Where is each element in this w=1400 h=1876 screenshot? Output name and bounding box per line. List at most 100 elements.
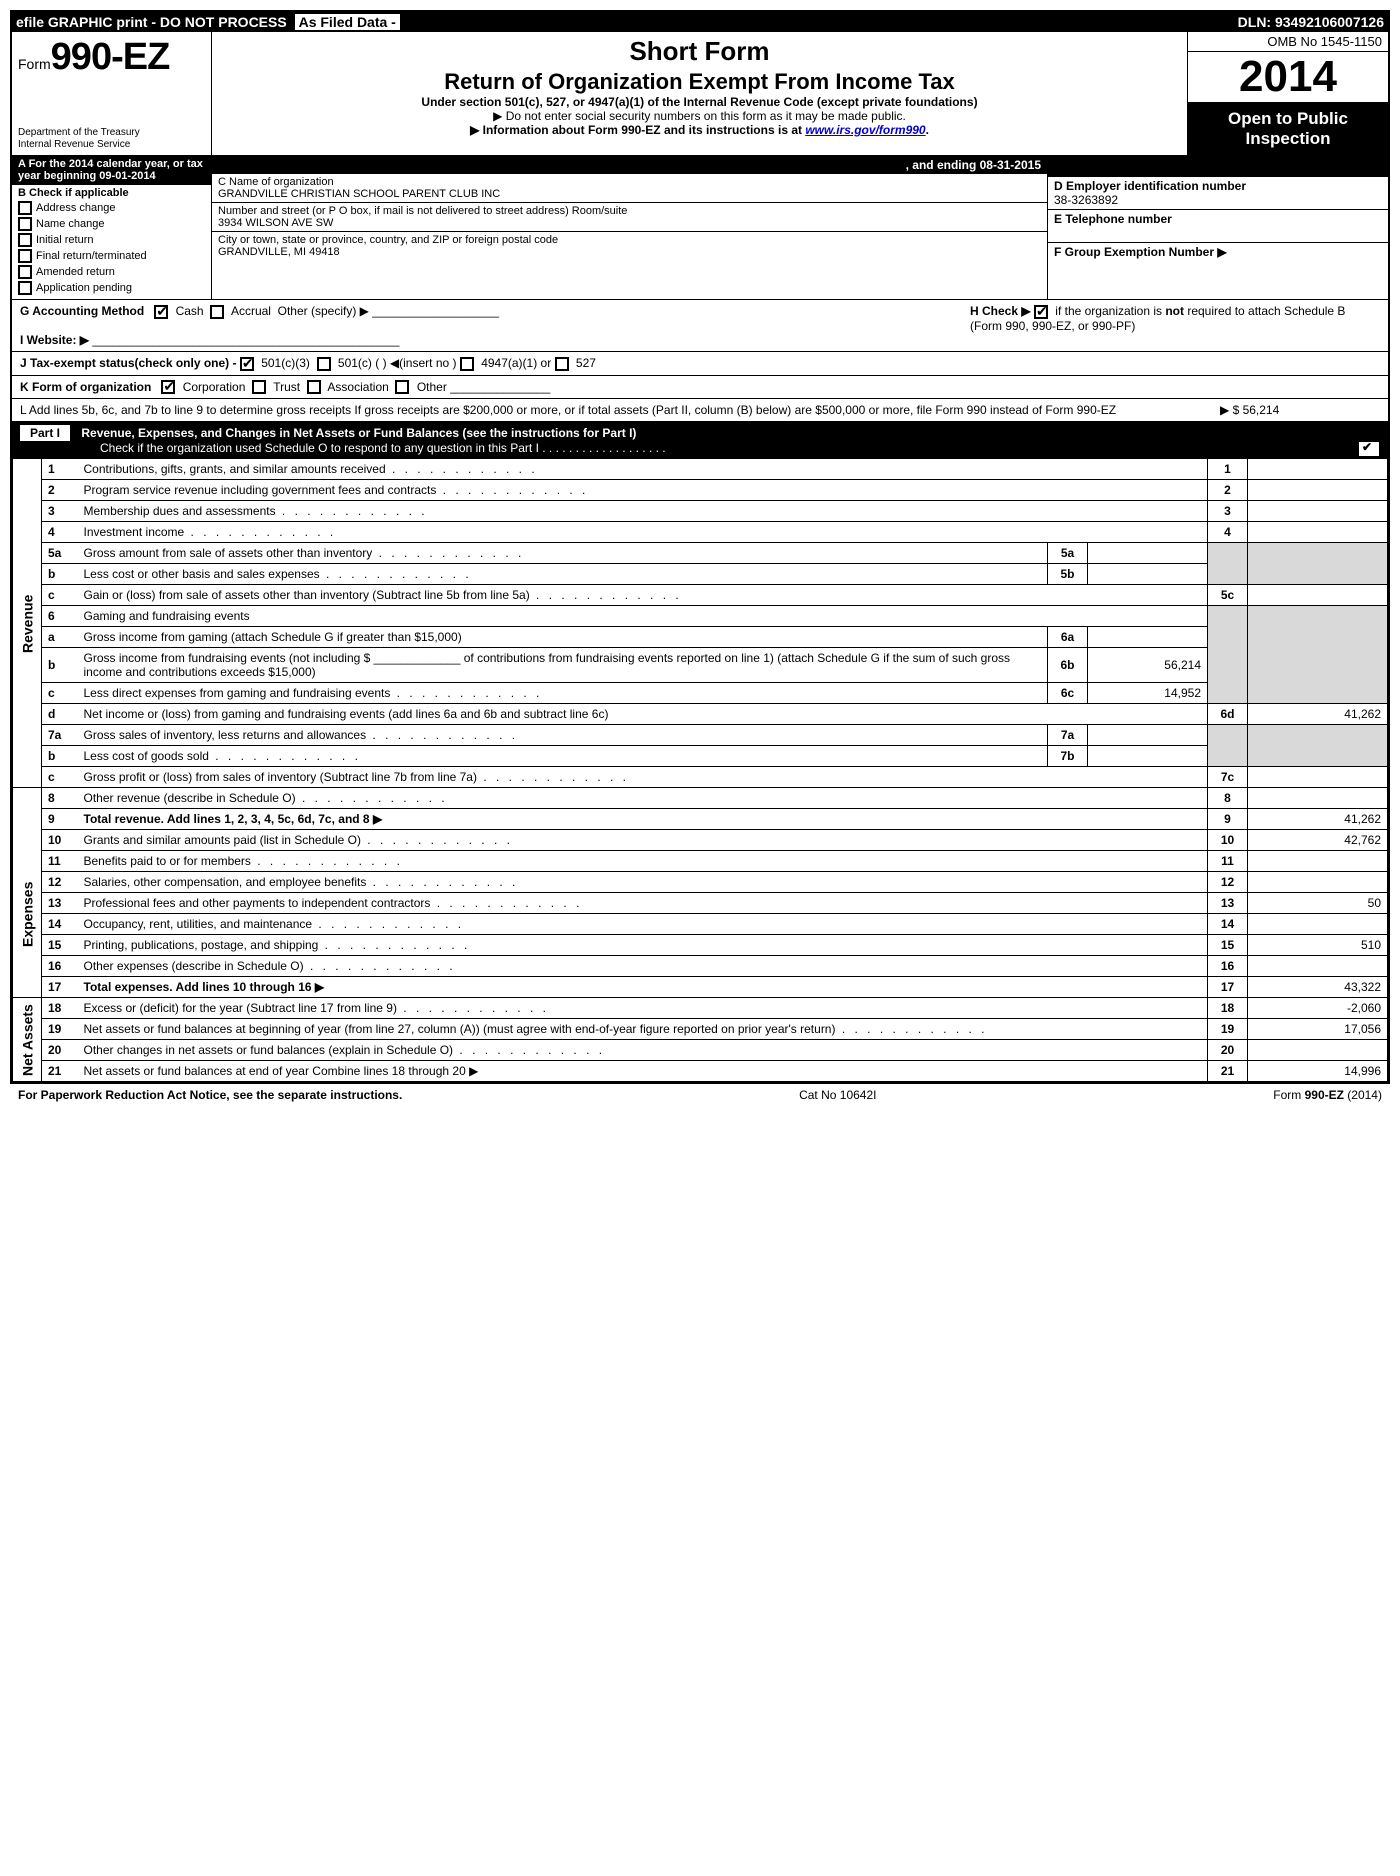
form-prefix: Form	[18, 56, 51, 72]
line-5b: Less cost or other basis and sales expen…	[78, 564, 1048, 585]
chk-501c[interactable]	[317, 357, 331, 371]
section-d-e-f: D Employer identification number 38-3263…	[1048, 156, 1388, 299]
netassets-label: Net Assets	[13, 998, 42, 1082]
line-7b: Less cost of goods sold	[78, 746, 1048, 767]
chk-address-change[interactable]: Address change	[18, 201, 205, 215]
ein-value: 38-3263892	[1054, 193, 1118, 207]
line-10: Grants and similar amounts paid (list in…	[78, 830, 1208, 851]
part-i-header: Part I Revenue, Expenses, and Changes in…	[12, 422, 1388, 458]
dln-label: DLN: 93492106007126	[1238, 14, 1384, 30]
city-label: City or town, state or province, country…	[218, 234, 1041, 246]
section-c: x, and ending 08-31-2015 C Name of organ…	[212, 156, 1048, 299]
line-4: Investment income	[78, 522, 1208, 543]
line-20: Other changes in net assets or fund bala…	[78, 1040, 1208, 1061]
chk-final-return[interactable]: Final return/terminated	[18, 249, 205, 263]
j-label: J Tax-exempt status(check only one) -	[20, 356, 237, 370]
line-13: Professional fees and other payments to …	[78, 893, 1208, 914]
chk-schedule-b[interactable]	[1034, 305, 1048, 319]
line-9: Total revenue. Add lines 1, 2, 3, 4, 5c,…	[78, 809, 1208, 830]
section-h: H Check ▶ if the organization is not req…	[960, 304, 1380, 333]
as-filed-label: As Filed Data -	[295, 14, 400, 30]
footer: For Paperwork Reduction Act Notice, see …	[10, 1084, 1390, 1106]
section-l: L Add lines 5b, 6c, and 7b to line 9 to …	[12, 399, 1388, 422]
line-6: Gaming and fundraising events	[78, 606, 1208, 627]
line-7a: Gross sales of inventory, less returns a…	[78, 725, 1048, 746]
efile-label: efile GRAPHIC print - DO NOT PROCESS	[16, 14, 287, 30]
line-6a: Gross income from gaming (attach Schedul…	[78, 627, 1048, 648]
warn2-pre: ▶ Information about Form 990-EZ and its …	[470, 123, 805, 137]
header-right: OMB No 1545-1150 2014 Open to Public Ins…	[1188, 32, 1388, 155]
chk-corporation[interactable]	[161, 380, 175, 394]
line-12: Salaries, other compensation, and employ…	[78, 872, 1208, 893]
chk-initial-return[interactable]: Initial return	[18, 233, 205, 247]
line-6c: Less direct expenses from gaming and fun…	[78, 683, 1048, 704]
line-a-pre: A For the 2014 calendar year, or tax yea…	[18, 158, 203, 182]
chk-cash[interactable]	[154, 305, 168, 319]
part-i-title: Revenue, Expenses, and Changes in Net As…	[81, 426, 636, 440]
form-number: 990-EZ	[51, 36, 170, 78]
chk-4947[interactable]	[460, 357, 474, 371]
chk-527[interactable]	[555, 357, 569, 371]
line-5c: Gain or (loss) from sale of assets other…	[78, 585, 1208, 606]
line-14: Occupancy, rent, utilities, and maintena…	[78, 914, 1208, 935]
d-label: D Employer identification number	[1054, 179, 1246, 193]
c-label: C Name of organization	[218, 176, 1041, 188]
row-a-to-f: A For the 2014 calendar year, or tax yea…	[12, 156, 1388, 300]
chk-name-change[interactable]: Name change	[18, 217, 205, 231]
header-center: Short Form Return of Organization Exempt…	[212, 32, 1188, 155]
section-j: J Tax-exempt status(check only one) - 50…	[12, 352, 1388, 376]
open-public-2: Inspection	[1192, 129, 1384, 149]
chk-association[interactable]	[307, 380, 321, 394]
part-i-label: Part I	[20, 425, 70, 441]
warn1: ▶ Do not enter social security numbers o…	[222, 109, 1177, 123]
line-17: Total expenses. Add lines 10 through 16 …	[78, 977, 1208, 998]
chk-accrual[interactable]	[210, 305, 224, 319]
l-text: L Add lines 5b, 6c, and 7b to line 9 to …	[20, 403, 1220, 417]
chk-501c3[interactable]	[240, 357, 254, 371]
i-label: I Website: ▶	[20, 333, 89, 347]
header-row: Form990-EZ Department of the Treasury In…	[12, 32, 1388, 156]
chk-trust[interactable]	[252, 380, 266, 394]
org-city: GRANDVILLE, MI 49418	[218, 246, 1041, 258]
section-b: A For the 2014 calendar year, or tax yea…	[12, 156, 212, 299]
chk-application-pending[interactable]: Application pending	[18, 281, 205, 295]
title-return: Return of Organization Exempt From Incom…	[222, 69, 1177, 95]
b-label: B Check if applicable	[18, 187, 129, 199]
line-11: Benefits paid to or for members	[78, 851, 1208, 872]
dept-line1: Department of the Treasury	[18, 127, 205, 139]
top-bar: efile GRAPHIC print - DO NOT PROCESS As …	[12, 12, 1388, 32]
revenue-label: Revenue	[13, 459, 42, 788]
footer-center: Cat No 10642I	[799, 1088, 876, 1102]
dept-line2: Internal Revenue Service	[18, 139, 205, 151]
lines-table: Revenue 1 Contributions, gifts, grants, …	[12, 458, 1388, 1082]
line-3: Membership dues and assessments	[78, 501, 1208, 522]
l-value: ▶ $ 56,214	[1220, 403, 1380, 417]
chk-schedule-o[interactable]	[1358, 441, 1380, 457]
section-k: K Form of organization Corporation Trust…	[12, 376, 1388, 400]
line-19: Net assets or fund balances at beginning…	[78, 1019, 1208, 1040]
omb-number: OMB No 1545-1150	[1188, 32, 1388, 52]
k-label: K Form of organization	[20, 380, 151, 394]
section-g-h: H Check ▶ if the organization is not req…	[12, 300, 1388, 352]
line-15: Printing, publications, postage, and shi…	[78, 935, 1208, 956]
g-label: G Accounting Method	[20, 304, 144, 318]
line-2: Program service revenue including govern…	[78, 480, 1208, 501]
line-6b: Gross income from fundraising events (no…	[78, 648, 1048, 683]
line-1: Contributions, gifts, grants, and simila…	[78, 459, 1208, 480]
org-name: GRANDVILLE CHRISTIAN SCHOOL PARENT CLUB …	[218, 188, 1041, 200]
title-sub: Under section 501(c), 527, or 4947(a)(1)…	[222, 95, 1177, 109]
street-label: Number and street (or P O box, if mail i…	[218, 205, 1041, 217]
expenses-label: Expenses	[13, 830, 42, 998]
header-left: Form990-EZ Department of the Treasury In…	[12, 32, 212, 155]
line-16: Other expenses (describe in Schedule O)	[78, 956, 1208, 977]
tax-year: 2014	[1188, 52, 1388, 103]
line-8: Other revenue (describe in Schedule O)	[78, 788, 1208, 809]
line-5a: Gross amount from sale of assets other t…	[78, 543, 1048, 564]
irs-link[interactable]: www.irs.gov/form990	[805, 123, 925, 137]
line-6d: Net income or (loss) from gaming and fun…	[78, 704, 1208, 725]
chk-amended-return[interactable]: Amended return	[18, 265, 205, 279]
line-21: Net assets or fund balances at end of ye…	[78, 1061, 1208, 1082]
footer-right: Form 990-EZ (2014)	[1273, 1088, 1382, 1102]
chk-other-org[interactable]	[395, 380, 409, 394]
part-i-sub: Check if the organization used Schedule …	[100, 441, 666, 455]
